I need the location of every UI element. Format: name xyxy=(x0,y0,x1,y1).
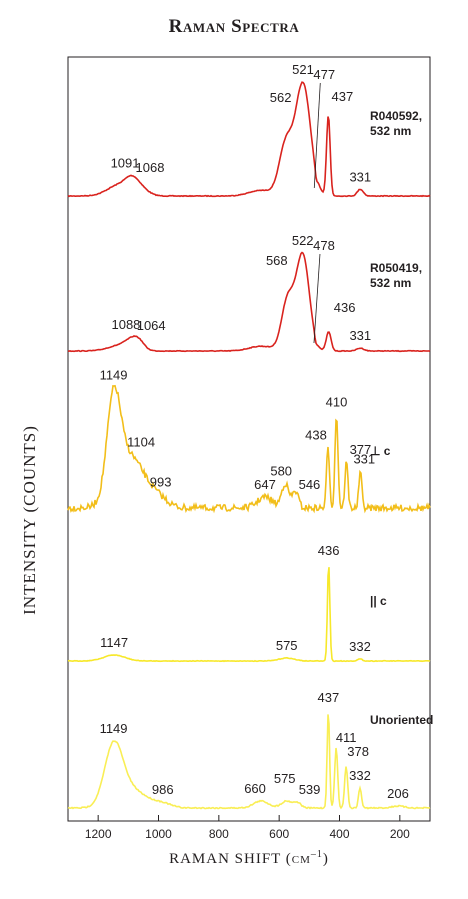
peak-label-986: 986 xyxy=(152,782,174,797)
x-tick-label-600: 600 xyxy=(269,827,289,841)
x-axis-label-close: ) xyxy=(322,851,329,867)
series-label-r040592-532-nm: R040592, xyxy=(370,109,422,123)
x-axis-ticks: 1200 1000 800 600 400 200 xyxy=(85,815,410,841)
x-tick-label-400: 400 xyxy=(329,827,349,841)
x-tick-label-200: 200 xyxy=(390,827,410,841)
peak-label-378: 378 xyxy=(347,744,369,759)
series-label-c: ⊥ c xyxy=(370,444,391,458)
spectrum-line-c xyxy=(67,567,431,663)
spectrum-line-r050419-532-nm xyxy=(67,251,431,353)
peak-label-993: 993 xyxy=(150,475,172,490)
peak-label-1147: 1147 xyxy=(100,635,128,650)
spectrum-line-r040592-532-nm xyxy=(67,81,431,198)
peak-label-1091: 1091 xyxy=(111,156,140,171)
peak-label-438: 438 xyxy=(305,428,327,443)
peak-label-1064: 1064 xyxy=(137,318,166,333)
x-tick-label-1000: 1000 xyxy=(145,827,172,841)
peak-label-521: 521 xyxy=(292,62,314,77)
peak-label-477: 477 xyxy=(313,67,335,82)
spectrum-line-c xyxy=(67,384,431,514)
peak-label-1088: 1088 xyxy=(111,317,140,332)
peak-label-575: 575 xyxy=(276,638,298,653)
peak-label-436: 436 xyxy=(334,300,356,315)
peak-label-522: 522 xyxy=(292,233,314,248)
peak-label-377: 377 xyxy=(350,442,372,457)
peak-label-331: 331 xyxy=(353,452,375,467)
x-tick-label-1200: 1200 xyxy=(85,827,112,841)
series-label-c: || c xyxy=(370,594,387,608)
peak-leader-477 xyxy=(313,82,321,189)
peak-label-568: 568 xyxy=(266,253,288,268)
peak-label-1149: 1149 xyxy=(100,721,128,736)
peak-label-410: 410 xyxy=(326,395,348,410)
peak-label-1104: 1104 xyxy=(127,434,155,449)
peak-label-562: 562 xyxy=(270,90,292,105)
peak-label-436: 436 xyxy=(318,543,340,558)
series-label-r050419-532-nm: 532 nm xyxy=(370,276,411,290)
peak-label-539: 539 xyxy=(299,782,321,797)
peak-label-206: 206 xyxy=(387,786,409,801)
peak-leader-478 xyxy=(313,253,321,344)
peak-label-437: 437 xyxy=(317,690,339,705)
peak-label-478: 478 xyxy=(313,238,335,253)
peak-label-332: 332 xyxy=(349,639,371,654)
x-axis-label-unit-exponent: –1 xyxy=(310,849,323,860)
x-axis-label-text: RAMAN SHIFT (cm xyxy=(169,851,311,867)
series-label-r040592-532-nm: 532 nm xyxy=(370,124,411,138)
peak-label-332: 332 xyxy=(349,768,371,783)
series-label-r050419-532-nm: R050419, xyxy=(370,261,422,275)
peak-label-580: 580 xyxy=(270,463,292,478)
peak-label-411: 411 xyxy=(336,730,357,745)
chart-title: Raman Spectra xyxy=(168,16,300,37)
peak-label-331: 331 xyxy=(349,169,371,184)
peak-label-575: 575 xyxy=(274,771,296,786)
peak-label-331: 331 xyxy=(349,328,371,343)
peak-label-1068: 1068 xyxy=(136,160,165,175)
peak-label-1149: 1149 xyxy=(100,368,128,383)
spectra-traces xyxy=(67,81,431,810)
peak-label-660: 660 xyxy=(244,781,266,796)
plot-frame xyxy=(67,56,431,822)
peak-label-546: 546 xyxy=(299,477,321,492)
spectrum-line-unoriented xyxy=(67,714,431,810)
peak-label-437: 437 xyxy=(331,89,353,104)
x-axis-label: RAMAN SHIFT (cm–1) xyxy=(68,849,430,868)
x-tick-label-800: 800 xyxy=(209,827,229,841)
series-label-unoriented: Unoriented xyxy=(370,713,433,727)
peak-label-647: 647 xyxy=(254,477,276,492)
